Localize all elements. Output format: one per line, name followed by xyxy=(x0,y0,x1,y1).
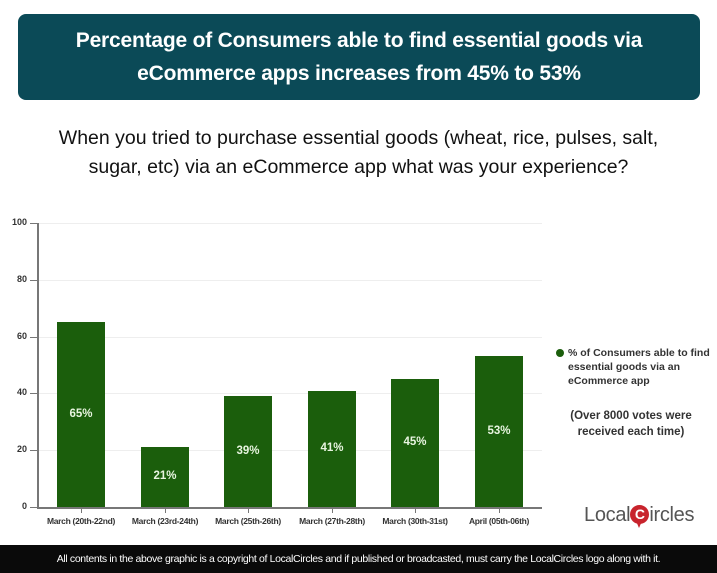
logo-text-right: ircles xyxy=(649,504,695,526)
question-line-2: sugar, etc) via an eCommerce app what wa… xyxy=(88,156,629,178)
bar xyxy=(57,322,105,507)
y-tick-mark xyxy=(30,336,37,338)
x-tick-mark xyxy=(332,508,333,513)
y-tick-mark xyxy=(30,393,37,395)
bar-value-label: 39% xyxy=(236,444,260,457)
y-tick-label: 60 xyxy=(16,330,27,341)
bar xyxy=(391,379,439,507)
legend-label: % of Consumers able to find essential go… xyxy=(568,347,710,387)
gridline xyxy=(37,336,542,338)
x-axis xyxy=(37,507,542,509)
bar-chart: 0 20 40 60 80 100 65% March (20th-22nd) 21% March… xyxy=(0,210,717,530)
bar-value-label: 45% xyxy=(403,436,427,449)
y-tick-label: 20 xyxy=(16,444,27,455)
bar-value-label: 53% xyxy=(487,424,511,437)
question-line-1: When you tried to purchase essential goo… xyxy=(58,127,659,149)
x-tick-label: March (27th-28th) xyxy=(299,516,365,526)
y-tick-label: 100 xyxy=(11,217,27,227)
y-tick-mark xyxy=(30,279,37,281)
bar xyxy=(141,447,189,507)
x-tick-mark xyxy=(248,508,249,513)
x-tick-label: March (30th-31st) xyxy=(382,516,448,526)
bar xyxy=(224,396,272,507)
x-tick-mark xyxy=(415,508,416,513)
legend: % of Consumers able to find essential go… xyxy=(556,346,716,388)
gridline xyxy=(37,279,542,281)
x-tick-label: April (05th-06th) xyxy=(468,516,530,526)
title-banner: Percentage of Consumers able to find ess… xyxy=(18,14,700,100)
y-tick-mark xyxy=(30,223,37,224)
y-axis xyxy=(37,223,39,508)
x-tick-mark xyxy=(81,508,82,513)
votes-note: (Over 8000 votes were received each time… xyxy=(570,410,692,438)
x-tick-label: March (23rd-24th) xyxy=(131,516,199,526)
legend-dot-icon xyxy=(556,349,564,357)
gridline xyxy=(37,450,542,452)
y-tick-mark xyxy=(30,450,37,452)
logo-text-left: Local xyxy=(584,504,631,526)
title-line-1: Percentage of Consumers able to find ess… xyxy=(75,29,643,52)
logo-pin-icon: C xyxy=(630,505,650,528)
x-tick-mark xyxy=(499,508,500,513)
survey-question: When you tried to purchase essential goo… xyxy=(0,124,717,182)
x-tick-label: March (20th-22nd) xyxy=(46,516,116,526)
bar-value-label: 65% xyxy=(69,407,93,420)
bar xyxy=(475,356,523,507)
y-tick-mark xyxy=(30,507,37,508)
bar-value-label: 21% xyxy=(153,470,177,483)
y-tick-label: 40 xyxy=(16,387,27,398)
gridline xyxy=(37,393,542,395)
title-line-2: eCommerce apps increases from 45% to 53% xyxy=(137,62,581,85)
copyright-footer: All contents in the above graphic is a c… xyxy=(0,545,717,573)
bar xyxy=(308,390,356,507)
y-tick-label: 80 xyxy=(16,273,27,284)
x-tick-label: March (25th-26th) xyxy=(215,516,281,526)
y-tick-label: 0 xyxy=(21,501,27,511)
gridline xyxy=(37,223,542,224)
x-tick-mark xyxy=(165,508,166,513)
bar-value-label: 41% xyxy=(320,441,344,454)
